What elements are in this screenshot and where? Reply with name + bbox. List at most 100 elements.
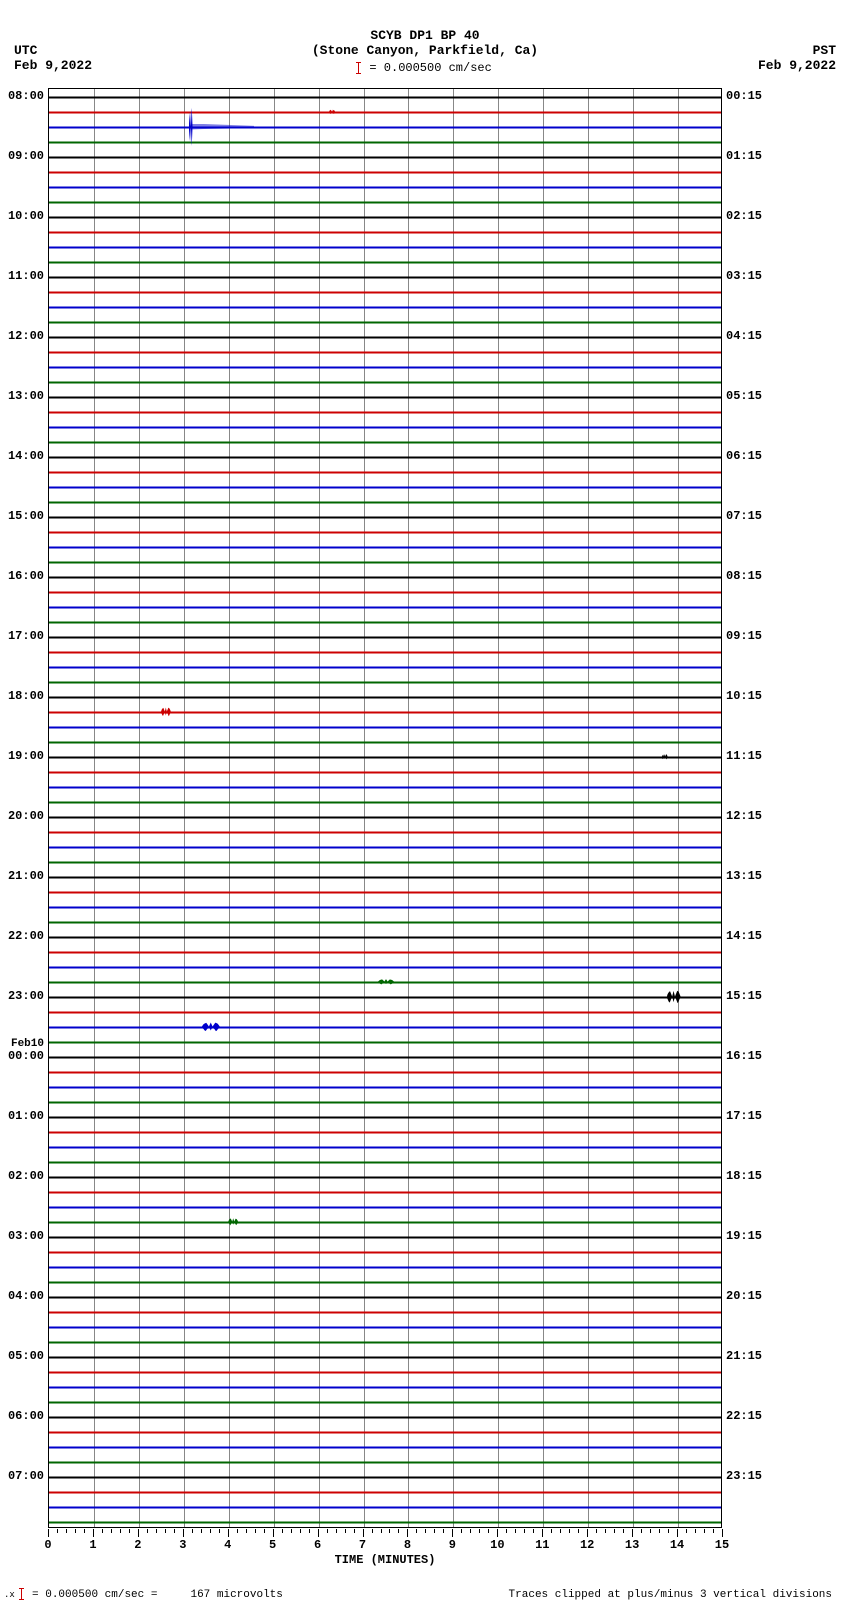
seismic-trace	[49, 442, 721, 444]
seismic-trace	[49, 1267, 721, 1269]
utc-time-label: 01:00	[8, 1109, 44, 1123]
seismic-trace	[49, 1462, 721, 1464]
seismic-trace	[49, 127, 721, 129]
seismic-trace	[49, 1387, 721, 1389]
seismic-trace	[49, 547, 721, 549]
pst-time-label: 23:15	[726, 1469, 762, 1483]
seismic-trace	[49, 292, 721, 294]
utc-time-label: 07:00	[8, 1469, 44, 1483]
pst-time-label: 10:15	[726, 689, 762, 703]
seismic-trace	[49, 1297, 721, 1299]
seismic-trace	[49, 652, 721, 654]
pst-time-label: 19:15	[726, 1229, 762, 1243]
seismic-trace	[49, 112, 721, 114]
seismic-trace	[49, 1132, 721, 1134]
utc-time-label: 11:00	[8, 269, 44, 283]
seismic-trace	[49, 202, 721, 204]
seismic-trace	[49, 382, 721, 384]
pst-time-label: 04:15	[726, 329, 762, 343]
pst-time-label: 14:15	[726, 929, 762, 943]
seismic-event	[329, 109, 335, 114]
pst-time-label: 21:15	[726, 1349, 762, 1363]
seismic-trace	[49, 952, 721, 954]
x-tick-label: 8	[404, 1538, 411, 1552]
seismic-trace	[49, 1402, 721, 1404]
utc-time-label: 20:00	[8, 809, 44, 823]
seismic-trace	[49, 1042, 721, 1044]
x-tick-label: 7	[359, 1538, 366, 1552]
day-break-label: Feb10	[11, 1038, 44, 1050]
seismic-trace	[49, 532, 721, 534]
utc-time-label: 02:00	[8, 1169, 44, 1183]
seismic-trace	[49, 1072, 721, 1074]
seismic-trace	[49, 427, 721, 429]
x-tick-label: 6	[314, 1538, 321, 1552]
seismic-trace	[49, 1447, 721, 1449]
seismic-trace	[49, 322, 721, 324]
x-tick-label: 9	[449, 1538, 456, 1552]
seismic-event	[667, 990, 681, 1004]
tz-left-label: UTC	[14, 43, 37, 58]
pst-time-label: 03:15	[726, 269, 762, 283]
date-right-label: Feb 9,2022	[758, 58, 836, 73]
seismic-trace	[49, 802, 721, 804]
seismic-trace	[49, 1147, 721, 1149]
seismic-trace	[49, 502, 721, 504]
pst-time-label: 12:15	[726, 809, 762, 823]
pst-time-label: 22:15	[726, 1409, 762, 1423]
utc-time-label: 03:00	[8, 1229, 44, 1243]
scale-label: = 0.000500 cm/sec	[0, 61, 850, 75]
seismic-trace	[49, 1162, 721, 1164]
pst-time-label: 01:15	[726, 149, 762, 163]
seismic-trace	[49, 1357, 721, 1359]
seismic-trace	[49, 1177, 721, 1179]
seismic-trace	[49, 1522, 721, 1524]
seismic-trace	[49, 1027, 721, 1029]
seismic-trace	[49, 262, 721, 264]
footer-microvolts: 167 microvolts	[190, 1589, 282, 1601]
seismic-event	[378, 979, 394, 985]
utc-time-label: 14:00	[8, 449, 44, 463]
x-tick-label: 1	[89, 1538, 96, 1552]
seismic-trace	[49, 1117, 721, 1119]
seismic-trace	[49, 727, 721, 729]
seismic-trace	[49, 172, 721, 174]
seismic-trace	[49, 472, 721, 474]
x-tick-label: 5	[269, 1538, 276, 1552]
seismic-trace	[49, 877, 721, 879]
utc-time-label: 22:00	[8, 929, 44, 943]
seismic-trace	[49, 967, 721, 969]
seismic-trace	[49, 922, 721, 924]
pst-time-label: 18:15	[726, 1169, 762, 1183]
x-tick-label: 13	[625, 1538, 639, 1552]
seismic-trace	[49, 817, 721, 819]
seismic-trace	[49, 1192, 721, 1194]
seismic-trace	[49, 337, 721, 339]
footer-right: Traces clipped at plus/minus 3 vertical …	[509, 1589, 832, 1601]
pst-time-label: 06:15	[726, 449, 762, 463]
x-tick-label: 0	[44, 1538, 51, 1552]
seismic-trace	[49, 232, 721, 234]
utc-time-label: 05:00	[8, 1349, 44, 1363]
seismic-trace	[49, 277, 721, 279]
utc-time-label: 06:00	[8, 1409, 44, 1423]
seismic-trace	[49, 187, 721, 189]
seismic-event	[202, 1022, 220, 1032]
pst-time-label: 08:15	[726, 569, 762, 583]
x-axis: TIME (MINUTES) 0123456789101112131415	[48, 1529, 722, 1569]
seismic-trace	[49, 487, 721, 489]
seismic-trace	[49, 412, 721, 414]
pst-time-label: 11:15	[726, 749, 762, 763]
seismic-trace	[49, 847, 721, 849]
helicorder-plot	[48, 88, 722, 1528]
seismic-trace	[49, 757, 721, 759]
chart-title-1: SCYB DP1 BP 40	[0, 28, 850, 43]
seismic-trace	[49, 862, 721, 864]
seismic-trace	[49, 457, 721, 459]
scale-bar-icon	[21, 1588, 22, 1600]
seismic-trace	[49, 562, 721, 564]
seismic-trace	[49, 997, 721, 999]
seismic-trace	[49, 352, 721, 354]
seismic-trace	[49, 1507, 721, 1509]
footer-scale-text: = 0.000500 cm/sec =	[32, 1589, 157, 1601]
